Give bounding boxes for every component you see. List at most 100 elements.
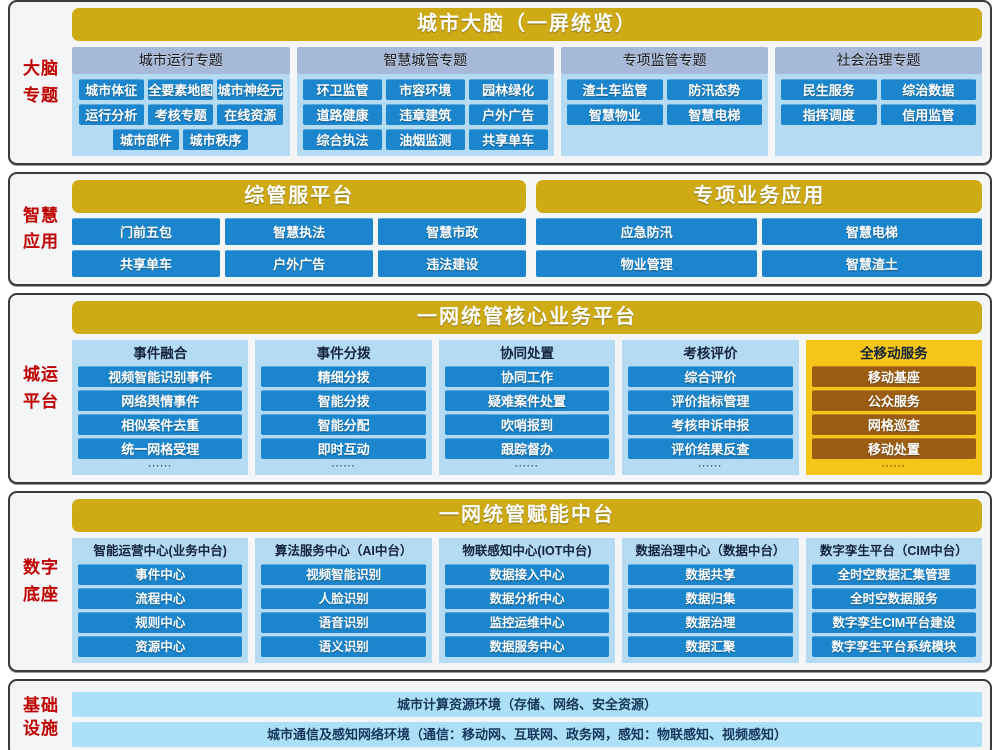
app-group-title: 综管服平台 — [72, 180, 527, 213]
theme-tile[interactable]: 城市体征 — [78, 79, 144, 100]
app-tile[interactable]: 违法建设 — [378, 250, 527, 277]
app-tile[interactable]: 物业管理 — [536, 250, 757, 277]
theme-tile[interactable]: 考核专题 — [148, 104, 214, 125]
column-item[interactable]: 跟踪督办 — [444, 438, 610, 459]
column-item[interactable]: 网格巡查 — [811, 414, 977, 435]
theme-tile[interactable]: 环卫监管 — [303, 79, 382, 100]
theme-tile[interactable]: 信用监管 — [880, 104, 976, 125]
theme-tile[interactable]: 城市神经元 — [217, 79, 283, 100]
column-item[interactable]: 事件中心 — [78, 564, 243, 585]
section-body-digital-foundation: 一网统管赋能中台 智能运营中心(业务中台) 事件中心 流程中心 规则中心 资源中… — [72, 493, 990, 670]
section-label-line-1: 智慧 — [23, 205, 59, 225]
column-item[interactable]: 全时空数据服务 — [811, 588, 977, 609]
column-ellipsis: ······ — [881, 461, 906, 471]
app-tile[interactable]: 门前五包 — [72, 218, 221, 245]
column-item[interactable]: 协同工作 — [444, 366, 610, 387]
column-item[interactable]: 资源中心 — [78, 636, 243, 657]
midplatform-column-row: 智能运营中心(业务中台) 事件中心 流程中心 规则中心 资源中心 算法服务中心（… — [72, 538, 983, 663]
midplatform-column-smart-operation-center: 智能运营中心(业务中台) 事件中心 流程中心 规则中心 资源中心 — [72, 538, 249, 663]
column-item[interactable]: 网络舆情事件 — [78, 390, 243, 411]
column-item[interactable]: 精细分拨 — [261, 366, 426, 387]
theme-tile[interactable]: 道路健康 — [303, 104, 382, 125]
app-tiles: 应急防汛 智慧电梯 物业管理 智慧渣土 — [536, 218, 982, 277]
column-item[interactable]: 即时互动 — [261, 438, 426, 459]
theme-smart-urban-management[interactable]: 智慧城管专题 环卫监管 市容环境 园林绿化 道路健康 违章建筑 户外广告 综合执… — [296, 47, 555, 156]
column-item[interactable]: 评价结果反查 — [628, 438, 793, 459]
column-item[interactable]: 评价指标管理 — [628, 390, 793, 411]
theme-tile[interactable]: 户外广告 — [468, 104, 548, 125]
column-item[interactable]: 数据共享 — [628, 564, 793, 585]
column-item[interactable]: 疑难案件处置 — [444, 390, 610, 411]
theme-tile[interactable]: 园林绿化 — [468, 79, 548, 100]
column-item[interactable]: 吹哨报到 — [444, 414, 610, 435]
theme-special-supervision[interactable]: 专项监管专题 渣土车监管 防汛态势 智慧物业 智慧电梯 — [561, 47, 769, 156]
column-title: 数据治理中心（数据中台） — [635, 544, 786, 558]
app-tile[interactable]: 智慧执法 — [225, 218, 374, 245]
column-item[interactable]: 综合评价 — [628, 366, 793, 387]
section-city-operation-platform: 城运 平台 一网统管核心业务平台 事件融合 视频智能识别事件 网络舆情事件 相似… — [8, 293, 992, 484]
section-smart-applications: 智慧 应用 综管服平台 门前五包 智慧执法 智慧市政 共享单车 户外广告 违法建… — [8, 172, 992, 286]
column-item[interactable]: 智能分拨 — [261, 390, 426, 411]
column-title: 协同处置 — [500, 346, 555, 361]
app-tile[interactable]: 共享单车 — [72, 250, 221, 277]
column-item[interactable]: 语义识别 — [261, 636, 426, 657]
column-item[interactable]: 数据汇聚 — [628, 636, 793, 657]
column-item[interactable]: 视频智能识别事件 — [78, 366, 243, 387]
theme-tile[interactable]: 渣土车监管 — [567, 79, 663, 100]
theme-tile[interactable]: 综治数据 — [880, 79, 976, 100]
app-tile[interactable]: 智慧市政 — [378, 218, 527, 245]
column-item[interactable]: 公众服务 — [811, 390, 977, 411]
theme-social-governance[interactable]: 社会治理专题 民生服务 综治数据 指挥调度 信用监管 — [775, 47, 982, 156]
infrastructure-bar-compute[interactable]: 城市计算资源环境（存储、网络、安全资源） — [72, 692, 982, 717]
theme-tile[interactable]: 油烟监测 — [385, 129, 465, 150]
column-item[interactable]: 数据服务中心 — [444, 636, 610, 657]
column-item[interactable]: 人脸识别 — [261, 588, 426, 609]
column-item[interactable]: 智能分配 — [261, 414, 426, 435]
column-item[interactable]: 数字孪生平台系统模块 — [811, 636, 977, 657]
column-title: 考核评价 — [683, 346, 738, 361]
theme-tile[interactable]: 民生服务 — [781, 79, 877, 100]
theme-tile[interactable]: 城市部件 — [113, 129, 179, 150]
theme-tile[interactable]: 违章建筑 — [385, 104, 465, 125]
column-item[interactable]: 全时空数据汇集管理 — [811, 564, 977, 585]
column-item[interactable]: 视频智能识别 — [261, 564, 426, 585]
app-tile[interactable]: 智慧渣土 — [761, 250, 982, 277]
app-tile[interactable]: 应急防汛 — [536, 218, 757, 245]
column-item[interactable]: 移动处置 — [811, 438, 977, 459]
column-item[interactable]: 数据分析中心 — [444, 588, 610, 609]
theme-tile[interactable]: 综合执法 — [303, 129, 382, 150]
column-item[interactable]: 监控运维中心 — [444, 612, 610, 633]
theme-tile[interactable]: 共享单车 — [468, 129, 548, 150]
section-title-enablement-platform: 一网统管赋能中台 — [72, 499, 982, 532]
app-tile[interactable]: 户外广告 — [225, 250, 374, 277]
column-item[interactable]: 数字孪生CIM平台建设 — [811, 612, 977, 633]
theme-tile[interactable]: 城市秩序 — [182, 129, 249, 150]
column-item[interactable]: 数据治理 — [628, 612, 793, 633]
column-item[interactable]: 数据接入中心 — [444, 564, 610, 585]
section-label-line-2: 平台 — [23, 391, 59, 411]
column-item[interactable]: 统一网格受理 — [78, 438, 243, 459]
theme-city-operation[interactable]: 城市运行专题 城市体征 全要素地图 城市神经元 运行分析 考核专题 在线资源 城… — [72, 47, 290, 156]
app-tile[interactable]: 智慧电梯 — [761, 218, 982, 245]
column-item[interactable]: 相似案件去重 — [78, 414, 243, 435]
column-item[interactable]: 数据归集 — [628, 588, 793, 609]
theme-tile[interactable]: 在线资源 — [217, 104, 283, 125]
column-item[interactable]: 规则中心 — [78, 612, 243, 633]
theme-tiles: 城市体征 全要素地图 城市神经元 运行分析 考核专题 在线资源 城市部件 城市秩… — [72, 74, 290, 156]
theme-tile[interactable]: 全要素地图 — [148, 79, 214, 100]
column-item[interactable]: 流程中心 — [78, 588, 243, 609]
section-label-city-operation-platform: 城运 平台 — [10, 295, 72, 482]
theme-title: 城市运行专题 — [72, 47, 290, 74]
theme-tile[interactable]: 市容环境 — [385, 79, 465, 100]
infrastructure-bar-network[interactable]: 城市通信及感知网络环境（通信：移动网、互联网、政务网，感知：物联感知、视频感知） — [72, 722, 982, 747]
theme-tile[interactable]: 防汛态势 — [666, 79, 763, 100]
theme-tile[interactable]: 智慧物业 — [567, 104, 663, 125]
theme-tile[interactable]: 指挥调度 — [781, 104, 877, 125]
column-item[interactable]: 语音识别 — [261, 612, 426, 633]
theme-tile[interactable]: 运行分析 — [78, 104, 144, 125]
theme-tile[interactable]: 智慧电梯 — [666, 104, 763, 125]
column-item[interactable]: 考核申诉申报 — [628, 414, 793, 435]
column-item[interactable]: 移动基座 — [811, 366, 977, 387]
column-title: 事件分拨 — [316, 346, 371, 361]
section-title-city-brain: 城市大脑（一屏统览） — [72, 8, 982, 41]
